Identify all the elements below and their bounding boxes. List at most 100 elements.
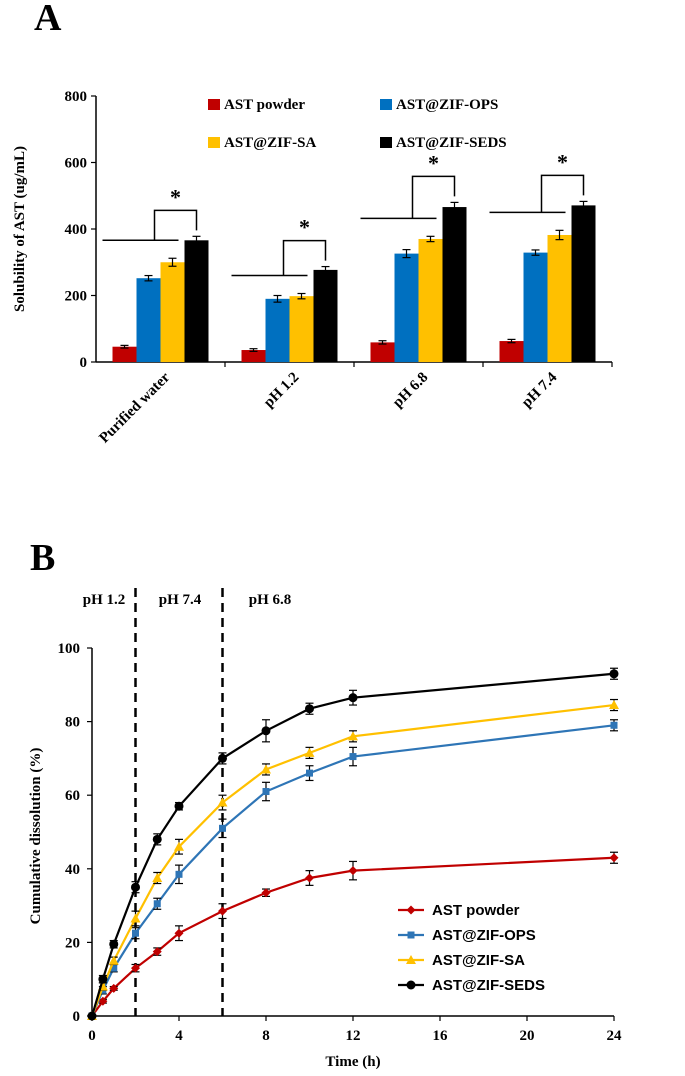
legend-label-a: AST@ZIF-OPS (396, 97, 498, 113)
legend-label-a: AST@ZIF-SEDS (396, 135, 507, 151)
data-point (218, 753, 227, 763)
data-point (406, 955, 416, 964)
data-point (348, 731, 358, 741)
series-line (90, 672, 615, 1017)
data-point (609, 853, 619, 863)
data-point (152, 834, 162, 844)
data-point (217, 797, 228, 807)
legend-label-b: AST@ZIF-OPS (432, 927, 536, 944)
data-point (152, 947, 162, 957)
data-point (131, 882, 140, 892)
data-point (174, 801, 184, 811)
x-tick-label-b: 0 (88, 1028, 96, 1044)
data-point (132, 929, 139, 937)
data-point (304, 747, 315, 757)
significance-star: * (299, 215, 310, 240)
bar (112, 346, 137, 362)
data-point (174, 841, 184, 851)
data-point (98, 974, 108, 984)
bar (136, 278, 161, 362)
y-tick-label-a: 600 (65, 156, 88, 172)
bar-chart-panel-a: 0 200 400 600 800 Solubility of AST (ug/mL) Pu… (12, 89, 613, 447)
data-point (406, 980, 416, 990)
bar (265, 298, 290, 362)
data-point (109, 939, 119, 949)
legend-label-b: AST@ZIF-SEDS (432, 977, 545, 994)
data-point (261, 726, 271, 736)
data-point (152, 873, 163, 882)
legend-label-b: AST@ZIF-SA (432, 952, 525, 969)
y-tick-label-a: 0 (80, 355, 88, 371)
data-point (109, 983, 119, 993)
bar (499, 341, 524, 362)
bar (313, 269, 338, 362)
y-tick-label-a: 400 (65, 222, 88, 238)
data-point (153, 900, 161, 908)
x-tick-label-a: pH 7.4 (519, 369, 561, 411)
x-tick-label-a: pH 6.8 (390, 370, 431, 411)
significance-bracket (153, 209, 198, 241)
phase-label: pH 1.2 (83, 592, 126, 608)
legend-label-b: AST powder (432, 902, 520, 919)
bar (184, 240, 209, 362)
x-axis-title-b: Time (h) (325, 1054, 380, 1070)
phase-label: pH 6.8 (249, 592, 292, 608)
x-tick-label-a: Purified water (96, 369, 173, 446)
data-point (174, 928, 184, 938)
x-tick-label-b: 16 (433, 1028, 449, 1044)
legend-label-a: AST@ZIF-SA (224, 135, 316, 151)
data-point (406, 905, 416, 915)
line-chart-panel-b: 0 20 40 60 80 100 0 4 8 12 16 20 24 Time (h) Cumulativ… (28, 588, 622, 1070)
significance-star: * (557, 149, 568, 174)
data-point (130, 913, 141, 923)
bar (370, 342, 395, 362)
significance-star: * (428, 150, 439, 175)
data-point (348, 693, 358, 703)
data-point (98, 996, 108, 1006)
data-point (609, 700, 619, 710)
x-tick-label-b: 8 (262, 1028, 270, 1044)
significance-bracket (411, 175, 456, 219)
data-point (262, 788, 270, 796)
data-point (261, 888, 271, 898)
y-tick-label-b: 20 (65, 935, 80, 951)
data-point (349, 753, 357, 761)
panel-label-a: A (34, 0, 62, 39)
data-point (219, 824, 226, 832)
data-point (609, 669, 619, 679)
y-tick-label-b: 80 (65, 715, 80, 731)
legend-swatch-a (380, 99, 392, 110)
data-point (348, 866, 358, 876)
data-point (306, 769, 313, 777)
data-point (261, 764, 271, 774)
legend-swatch-a (208, 99, 220, 110)
data-point (175, 870, 183, 878)
y-tick-label-a: 800 (65, 89, 88, 105)
phase-label: pH 7.4 (159, 592, 202, 608)
data-point (131, 963, 140, 973)
x-tick-label-b: 12 (346, 1028, 361, 1044)
y-tick-label-b: 100 (58, 641, 81, 657)
y-tick-label-b: 0 (73, 1009, 81, 1025)
y-tick-label-a: 200 (65, 289, 88, 305)
y-axis-title-a: Solubility of AST (ug/mL) (12, 146, 28, 312)
significance-bracket (282, 239, 327, 276)
data-point (108, 955, 119, 965)
legend-label-a: AST powder (224, 97, 305, 113)
significance-star: * (170, 184, 181, 209)
data-point (110, 964, 118, 972)
y-axis-title-b: Cumulative dissolution (%) (28, 748, 44, 925)
panel-label-b: B (30, 537, 55, 579)
data-point (610, 721, 618, 729)
data-point (407, 931, 415, 939)
bar (241, 350, 266, 362)
data-point (218, 906, 227, 916)
y-tick-label-b: 40 (65, 862, 80, 878)
data-point (305, 873, 314, 883)
x-tick-label-b: 4 (175, 1028, 183, 1044)
bar (160, 262, 185, 362)
data-point (87, 1011, 97, 1021)
y-tick-label-b: 60 (65, 788, 80, 804)
x-tick-label-b: 24 (607, 1028, 623, 1044)
